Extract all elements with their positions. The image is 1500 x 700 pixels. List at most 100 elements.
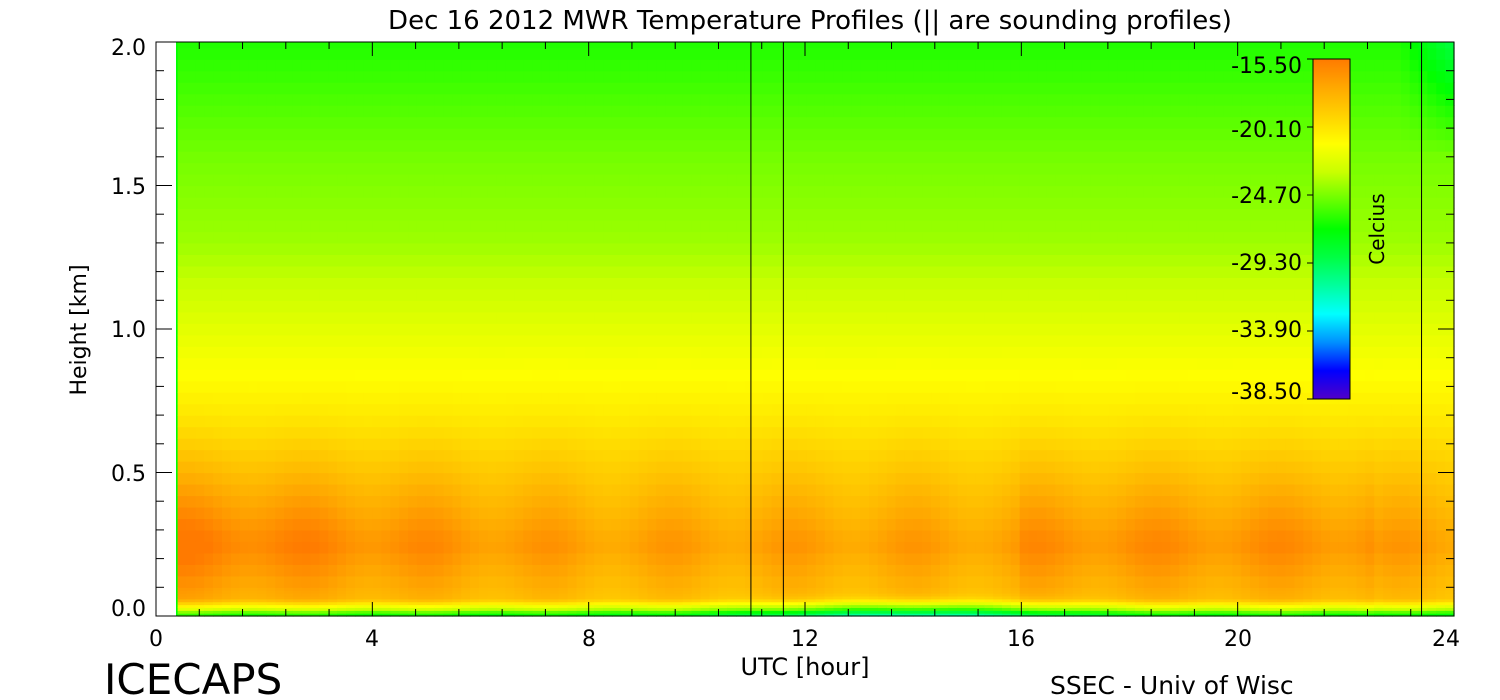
heatmap-cell xyxy=(470,151,480,164)
heatmap-cell xyxy=(523,185,533,198)
heatmap-cell xyxy=(425,449,436,462)
heatmap-cell xyxy=(718,242,728,255)
heatmap-cell xyxy=(585,593,595,597)
heatmap-cell xyxy=(700,139,711,152)
heatmap-cell xyxy=(833,219,843,233)
heatmap-cell xyxy=(594,116,604,129)
heatmap-cell xyxy=(620,518,631,531)
heatmap-cell xyxy=(638,242,648,255)
heatmap-cell xyxy=(806,105,817,118)
heatmap-cell xyxy=(390,47,400,60)
heatmap-cell xyxy=(806,541,817,554)
heatmap-cell xyxy=(665,610,675,614)
heatmap-cell xyxy=(824,392,835,405)
heatmap-cell xyxy=(567,242,578,255)
heatmap-cell xyxy=(585,598,595,603)
heatmap-cell xyxy=(869,323,879,336)
heatmap-cell xyxy=(230,277,241,290)
heatmap-cell xyxy=(674,311,684,324)
heatmap-cell xyxy=(319,288,329,301)
heatmap-cell xyxy=(301,495,312,508)
heatmap-cell xyxy=(638,380,648,393)
heatmap-cell xyxy=(736,196,746,210)
heatmap-cell xyxy=(514,552,524,565)
heatmap-cell xyxy=(310,495,321,508)
heatmap-cell xyxy=(354,231,365,244)
heatmap-cell xyxy=(452,242,462,255)
heatmap-cell xyxy=(399,613,409,617)
heatmap-cell xyxy=(558,607,569,611)
heatmap-cell xyxy=(780,587,790,591)
heatmap-cell xyxy=(594,564,604,577)
heatmap-cell xyxy=(381,277,391,290)
heatmap-cell xyxy=(718,128,728,141)
heatmap-cell xyxy=(638,598,648,603)
heatmap-cell xyxy=(354,219,365,233)
heatmap-cell xyxy=(408,311,418,324)
heatmap-cell xyxy=(638,601,648,606)
heatmap-cell xyxy=(620,47,631,60)
heatmap-cell xyxy=(452,415,462,428)
heatmap-cell xyxy=(682,357,693,370)
heatmap-cell xyxy=(213,541,223,554)
heatmap-cell xyxy=(603,265,613,278)
heatmap-cell xyxy=(248,59,258,72)
heatmap-cell xyxy=(869,426,879,439)
heatmap-cell xyxy=(665,601,675,606)
heatmap-cell xyxy=(594,42,604,49)
heatmap-cell xyxy=(390,277,400,290)
heatmap-cell xyxy=(833,128,843,141)
heatmap-cell xyxy=(798,595,808,600)
heatmap-cell xyxy=(425,128,436,141)
heatmap-cell xyxy=(363,461,374,474)
heatmap-cell xyxy=(753,392,764,405)
heatmap-cell xyxy=(532,116,542,129)
heatmap-cell xyxy=(895,598,906,603)
heatmap-cell xyxy=(913,277,923,290)
heatmap-cell xyxy=(319,601,329,606)
heatmap-cell xyxy=(346,219,356,233)
heatmap-cell xyxy=(204,610,214,614)
heatmap-cell xyxy=(381,105,391,118)
heatmap-cell xyxy=(603,288,613,301)
heatmap-cell xyxy=(806,185,817,198)
heatmap-cell xyxy=(470,47,480,60)
heatmap-cell xyxy=(461,185,471,198)
heatmap-cell xyxy=(833,139,843,152)
heatmap-cell xyxy=(833,518,843,531)
heatmap-cell xyxy=(665,598,675,603)
heatmap-cell xyxy=(594,607,604,611)
heatmap-cell xyxy=(620,196,631,210)
heatmap-cell xyxy=(195,311,205,324)
heatmap-cell xyxy=(266,162,276,175)
heatmap-cell xyxy=(452,587,462,591)
heatmap-cell xyxy=(239,610,250,614)
heatmap-cell xyxy=(815,595,826,600)
heatmap-cell xyxy=(408,595,418,600)
heatmap-cell xyxy=(656,380,666,393)
heatmap-cell xyxy=(319,403,329,416)
heatmap-cell xyxy=(603,415,613,428)
heatmap-cell xyxy=(638,541,648,554)
heatmap-cell xyxy=(594,529,604,542)
heatmap-cell xyxy=(328,438,338,451)
heatmap-cell xyxy=(611,613,622,617)
heatmap-cell xyxy=(470,323,480,336)
heatmap-cell xyxy=(869,42,879,49)
heatmap-cell xyxy=(390,93,400,106)
heatmap-cell xyxy=(674,483,684,497)
heatmap-cell xyxy=(771,613,781,617)
heatmap-cell xyxy=(806,219,817,233)
heatmap-cell xyxy=(292,334,303,347)
heatmap-cell xyxy=(753,139,764,152)
heatmap-cell xyxy=(310,415,321,428)
heatmap-cell xyxy=(727,254,737,267)
heatmap-cell xyxy=(869,529,879,542)
heatmap-cell xyxy=(452,593,462,597)
heatmap-cell xyxy=(204,42,214,49)
heatmap-cell xyxy=(479,529,489,542)
heatmap-cell xyxy=(709,601,719,606)
heatmap-cell xyxy=(505,575,516,588)
heatmap-cell xyxy=(665,116,675,129)
heatmap-cell xyxy=(656,219,666,233)
